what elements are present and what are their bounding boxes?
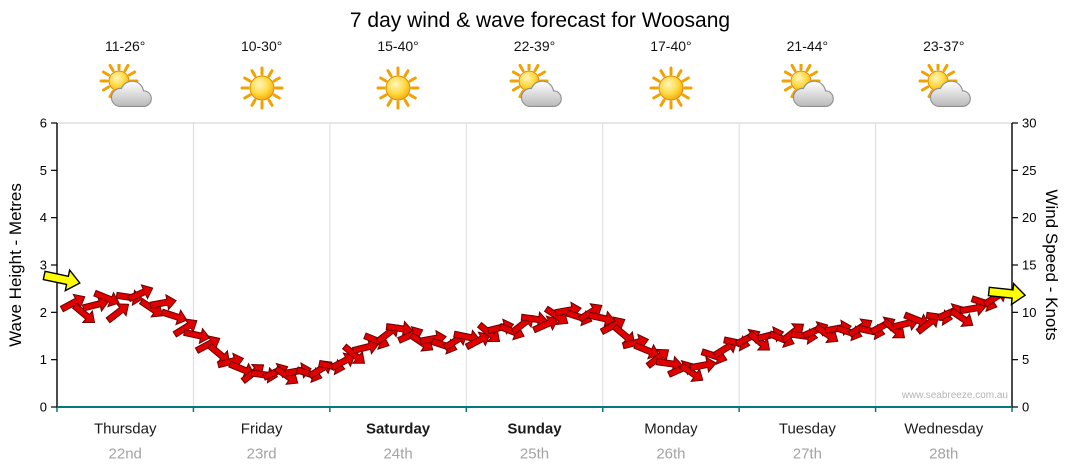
wind-arrow [633, 341, 660, 360]
wind-arrow [689, 356, 717, 374]
chart-title: 7 day wind & wave forecast for Woosang [349, 9, 731, 32]
wind-arrow [397, 325, 424, 344]
day-date: 24th [383, 445, 413, 463]
sun-icon [643, 64, 699, 119]
day-date: 23rd [246, 445, 277, 463]
tick-label: 10 [1022, 305, 1036, 320]
wind-arrow [678, 362, 704, 382]
sun-cloud-icon [507, 61, 563, 119]
day-temperature-range: 17-40° [650, 38, 692, 54]
wind-arrow [81, 295, 110, 313]
wind-arrow [464, 331, 491, 351]
day-temperature-range: 10-30° [240, 38, 283, 54]
day-date: 25th [519, 445, 550, 463]
sun-cloud-icon [97, 61, 153, 119]
day-temperature-range: 11-26° [105, 38, 146, 54]
wind-arrow [987, 281, 1027, 306]
wind-arrow [105, 303, 130, 324]
tick-label: 4 [40, 210, 47, 225]
wind-arrow [59, 293, 86, 313]
tick-label: 15 [1022, 258, 1036, 273]
tick-label: 3 [40, 258, 47, 273]
tick-label: 30 [1022, 116, 1036, 131]
day-name: Thursday [93, 420, 157, 438]
wind-arrow [183, 327, 211, 345]
wind-arrow [329, 352, 356, 372]
tick-label: 5 [1022, 352, 1029, 367]
tick-label: 5 [40, 163, 47, 178]
wind-arrow [532, 315, 559, 334]
sun-icon [234, 64, 290, 119]
day-name: Tuesday [778, 420, 836, 438]
wind-arrow [93, 289, 120, 308]
day-name: Sunday [507, 420, 562, 438]
day-date: 26th [656, 445, 686, 463]
watermark: www.seabreeze.com.au [901, 390, 1008, 401]
tick-label: 1 [40, 352, 47, 367]
wind-arrow [588, 310, 616, 328]
wind-arrow [351, 338, 380, 355]
day-temperature-range: 23-37° [923, 38, 965, 54]
wind-arrow [172, 318, 198, 338]
wind-arrow [160, 308, 188, 326]
day-date: 28th [929, 445, 959, 463]
day-name: Wednesday [904, 420, 984, 438]
sun-icon [370, 64, 426, 119]
day-temperature-range: 15-40° [377, 38, 419, 54]
wind-arrow [599, 316, 626, 336]
day-date: 22nd [108, 445, 142, 463]
day-name: Friday [240, 420, 283, 438]
wind-arrow [71, 302, 96, 324]
wind-arrow [194, 335, 221, 354]
wind-arrow [127, 284, 154, 303]
wind-arrow [948, 307, 974, 328]
tick-label: 0 [1022, 400, 1029, 415]
sun-cloud-icon [916, 61, 972, 119]
wind-arrow [149, 293, 177, 311]
day-name: Saturday [365, 420, 431, 438]
tick-label: 25 [1022, 163, 1036, 178]
day-name: Monday [644, 420, 698, 438]
day-date: 27th [792, 445, 822, 463]
tick-label: 2 [40, 305, 47, 320]
tick-label: 6 [40, 116, 47, 131]
wind-arrow [42, 268, 81, 292]
tick-label: 20 [1022, 210, 1036, 225]
tick-label: 0 [40, 400, 47, 415]
day-temperature-range: 22-39° [513, 38, 556, 54]
sun-cloud-icon [779, 61, 835, 119]
day-temperature-range: 21-44° [786, 38, 829, 54]
